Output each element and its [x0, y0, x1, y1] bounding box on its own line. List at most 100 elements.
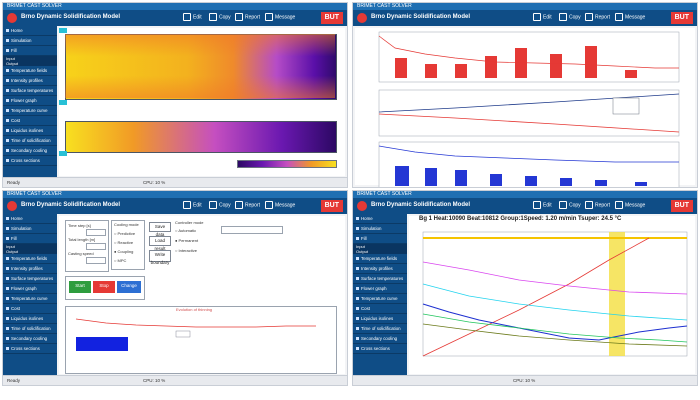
sidebar-item-temperature-fields[interactable]: Temperature fields: [3, 66, 57, 76]
sidebar-item-liquidus-isolines[interactable]: Liquidus isolines: [353, 314, 407, 324]
message-button[interactable]: Message: [615, 201, 645, 209]
sidebar-item-fill[interactable]: Fill: [353, 234, 407, 244]
copy-button[interactable]: Copy: [559, 13, 581, 21]
radio-coupling[interactable]: ● Coupling: [114, 249, 134, 254]
extra-input[interactable]: [221, 226, 283, 234]
sidebar-item-cost[interactable]: Cost: [353, 304, 407, 314]
window-title: BRIMET CAST SOLVER: [353, 191, 697, 198]
radio-predictive[interactable]: ○ Predictive: [114, 231, 136, 236]
edit-button[interactable]: Edit: [533, 13, 552, 21]
sidebar-item-intensity-profiles[interactable]: Intensity profiles: [353, 264, 407, 274]
cpu-text: CPU: 10 %: [513, 378, 536, 383]
sidebar-item-temperature-fields[interactable]: Temperature fields: [3, 254, 57, 264]
top-bar: Brno Dynamic Solidification Model Edit C…: [3, 10, 347, 26]
radio-interactive[interactable]: ○ Interactive: [175, 248, 197, 253]
sidebar-item-temperature-curve[interactable]: Temperature curve: [3, 294, 57, 304]
sidebar-item-flower-graph[interactable]: Flower graph: [353, 284, 407, 294]
fill-icon: [356, 237, 359, 241]
casting-speed-input[interactable]: [86, 257, 106, 264]
message-button[interactable]: Message: [615, 13, 645, 21]
save-data-button[interactable]: Save data: [149, 222, 171, 237]
simulation-icon: [6, 39, 9, 43]
copy-button[interactable]: Copy: [209, 13, 231, 21]
report-button[interactable]: Report: [235, 201, 260, 209]
change-button[interactable]: Change: [117, 281, 141, 293]
sidebar-item-secondary-cooling[interactable]: Secondary cooling: [3, 146, 57, 156]
sidebar-item-surface-temperatures[interactable]: Surface temperatures: [3, 274, 57, 284]
mid-left-marker: [59, 100, 67, 105]
radio-reactive[interactable]: ○ Reactive: [114, 240, 134, 245]
sidebar-item-cross-sections[interactable]: Cross sections: [353, 344, 407, 354]
chart-icon: [6, 277, 9, 281]
sidebar-item-surface-temperatures[interactable]: Surface temperatures: [3, 86, 57, 96]
sidebar-item-fill[interactable]: Fill: [3, 46, 57, 56]
app-title: Brno Dynamic Solidification Model: [371, 202, 471, 208]
sidebar-item-temperature-fields[interactable]: Temperature fields: [353, 254, 407, 264]
sidebar-section-output: Output: [3, 61, 57, 66]
control-panel-view: Time step [s] Total length [m] Casting s…: [59, 216, 345, 374]
report-button[interactable]: Report: [235, 13, 260, 21]
sidebar-item-secondary-cooling[interactable]: Secondary cooling: [3, 334, 57, 344]
sidebar-item-time-of-solidification[interactable]: Time of solidification: [3, 324, 57, 334]
sidebar-item-liquidus-isolines[interactable]: Liquidus isolines: [3, 314, 57, 324]
stop-button[interactable]: Stop: [93, 281, 115, 293]
copy-icon: [559, 13, 567, 21]
message-button[interactable]: Message: [265, 201, 295, 209]
sidebar-item-liquidus-isolines[interactable]: Liquidus isolines: [3, 126, 57, 136]
chart-icon: [356, 307, 359, 311]
tooltip-label: [175, 330, 191, 338]
quadrant-bottom-left: BRIMET CAST SOLVER Brno Dynamic Solidifi…: [2, 190, 348, 386]
write-boundary-button[interactable]: Write boundary: [149, 250, 171, 265]
sidebar-item-fill[interactable]: Fill: [3, 234, 57, 244]
sidebar-item-temperature-curve[interactable]: Temperature curve: [3, 106, 57, 116]
time-step-input[interactable]: [86, 229, 106, 236]
sidebar-item-flower-graph[interactable]: Flower graph: [3, 284, 57, 294]
sidebar-item-home[interactable]: Home: [3, 26, 57, 36]
sidebar-item-flower-graph[interactable]: Flower graph: [3, 96, 57, 106]
sidebar-item-simulation[interactable]: Simulation: [353, 224, 407, 234]
message-button[interactable]: Message: [265, 13, 295, 21]
report-icon: [235, 13, 243, 21]
edit-button[interactable]: Edit: [533, 201, 552, 209]
chart-icon: [356, 337, 359, 341]
sidebar-item-secondary-cooling[interactable]: Secondary cooling: [353, 334, 407, 344]
sidebar-item-time-of-solidification[interactable]: Time of solidification: [353, 324, 407, 334]
sidebar-section-input: Input: [3, 56, 57, 61]
edit-button[interactable]: Edit: [183, 13, 202, 21]
controller-group: Controller mode ○ Automatic ● Permanent …: [175, 220, 215, 260]
chart-title: Evolution of thinning: [176, 307, 213, 312]
copy-button[interactable]: Copy: [559, 201, 581, 209]
sidebar-item-intensity-profiles[interactable]: Intensity profiles: [3, 76, 57, 86]
sidebar-item-intensity-profiles[interactable]: Intensity profiles: [3, 264, 57, 274]
report-button[interactable]: Report: [585, 13, 610, 21]
radio-automatic[interactable]: ○ Automatic: [175, 228, 197, 233]
sidebar-item-cost[interactable]: Cost: [3, 116, 57, 126]
brand-badge: BUT: [320, 12, 343, 24]
sidebar-item-cross-sections[interactable]: Cross sections: [3, 156, 57, 166]
copy-button[interactable]: Copy: [209, 201, 231, 209]
sidebar-item-time-of-solidification[interactable]: Time of solidification: [3, 136, 57, 146]
legend-colorbar: [237, 160, 337, 168]
sidebar-item-simulation[interactable]: Simulation: [3, 36, 57, 46]
top-left-marker: [59, 28, 67, 33]
edit-icon: [533, 201, 541, 209]
app-title: Brno Dynamic Solidification Model: [371, 14, 471, 20]
sidebar-item-cross-sections[interactable]: Cross sections: [3, 344, 57, 354]
controller-title: Controller mode: [175, 220, 204, 225]
radio-mpc[interactable]: ○ MPC: [114, 258, 127, 263]
radio-permanent[interactable]: ● Permanent: [175, 238, 199, 243]
sidebar: Home Simulation Fill Input Output Temper…: [353, 214, 407, 376]
report-button[interactable]: Report: [585, 201, 610, 209]
sidebar-item-home[interactable]: Home: [3, 214, 57, 224]
start-button[interactable]: Start: [69, 281, 91, 293]
sidebar-item-temperature-curve[interactable]: Temperature curve: [353, 294, 407, 304]
sidebar-item-surface-temperatures[interactable]: Surface temperatures: [353, 274, 407, 284]
total-length-input[interactable]: [86, 243, 106, 250]
copy-icon: [559, 201, 567, 209]
chart-icon: [6, 337, 9, 341]
sidebar-item-home[interactable]: Home: [353, 214, 407, 224]
sidebar-item-cost[interactable]: Cost: [3, 304, 57, 314]
edit-button[interactable]: Edit: [183, 201, 202, 209]
load-result-button[interactable]: Load result: [149, 236, 171, 251]
sidebar-item-simulation[interactable]: Simulation: [3, 224, 57, 234]
